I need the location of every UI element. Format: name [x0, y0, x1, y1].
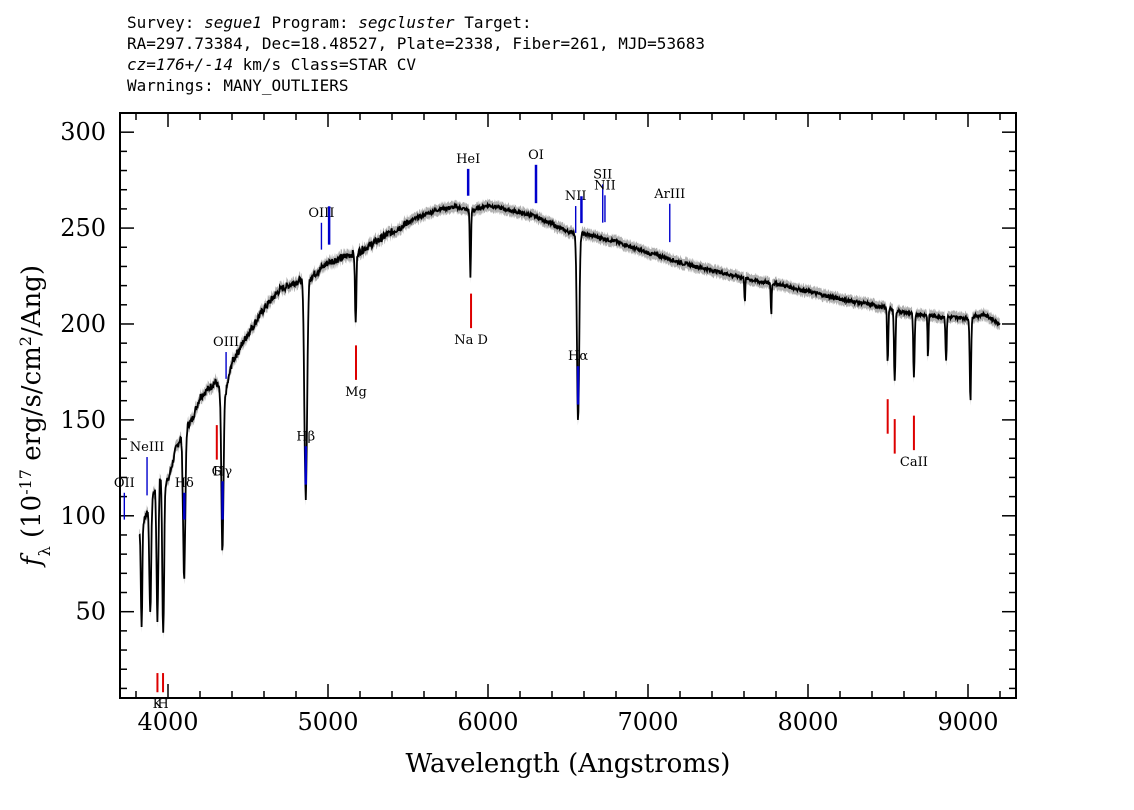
emission-line-label: NeIII	[130, 440, 164, 455]
absorption-line-label: K	[153, 697, 163, 712]
spectrum-series	[138, 201, 1001, 633]
emission-line-label: HeI	[456, 152, 480, 167]
header-cz-line: cz=176+/-14 km/s Class=STAR CV	[127, 54, 705, 75]
survey-label: Survey:	[127, 13, 195, 32]
cz-units-class: km/s Class=STAR CV	[242, 55, 416, 74]
x-tick-label: 4000	[137, 708, 198, 736]
emission-line-label: OI	[528, 148, 544, 163]
axis-ticks: 4000 5000 6000 7000 8000 9000 50 100 150 200 250 30…	[60, 113, 1016, 736]
y-tick-label: 250	[60, 214, 106, 242]
emission-line-label: OII	[114, 476, 135, 491]
x-tick-label: 6000	[457, 708, 518, 736]
absorption-line-label: G	[212, 465, 222, 480]
y-tick-label: 150	[60, 406, 106, 434]
emission-line-label: Hα	[568, 349, 588, 364]
absorption-line-label: Mg	[345, 385, 367, 400]
emission-line-label: OIII	[213, 335, 239, 350]
emission-line-label: OIII	[308, 206, 334, 221]
plot-frame	[119, 112, 1017, 699]
spectrum-header: Survey: segue1 Program: segcluster Targe…	[127, 12, 705, 96]
emission-line-label: ArIII	[653, 187, 685, 202]
absorption-line-label: H	[157, 697, 168, 712]
spectrum-line	[138, 201, 1001, 633]
header-survey-line: Survey: segue1 Program: segcluster Targe…	[127, 12, 705, 33]
x-axis-title: Wavelength (Angstroms)	[406, 749, 731, 779]
target-label: Target:	[464, 13, 532, 32]
error-band	[139, 198, 1000, 639]
x-tick-label: 5000	[297, 708, 358, 736]
y-tick-label: 50	[75, 598, 106, 626]
absorption-line-label: Na D	[454, 333, 488, 348]
x-tick-label: 9000	[937, 708, 998, 736]
cz-value: cz=176+/-14	[127, 55, 233, 74]
y-tick-label: 100	[60, 502, 106, 530]
emission-line-label: NII	[594, 178, 616, 193]
emission-line-label: Hδ	[175, 476, 194, 491]
header-warnings-line: Warnings: MANY_OUTLIERS	[127, 76, 349, 95]
emission-line-label: NII	[565, 189, 587, 204]
x-tick-label: 7000	[617, 708, 678, 736]
error-band-fill	[139, 198, 1000, 639]
x-tick-label: 8000	[777, 708, 838, 736]
emission-line-label: Hβ	[296, 429, 315, 444]
header-coords-line: RA=297.73384, Dec=18.48527, Plate=2338, …	[127, 34, 705, 53]
survey-value: segue1	[204, 13, 262, 32]
y-axis-title: fλ (10-17 erg/s/cm2/Ang)	[16, 265, 54, 568]
emission-line-label: SII	[593, 167, 612, 182]
program-label: Program:	[271, 13, 349, 32]
y-tick-label: 300	[60, 118, 106, 146]
y-tick-label: 200	[60, 310, 106, 338]
absorption-line-label: CaII	[900, 455, 928, 470]
program-value: segcluster	[358, 13, 455, 32]
emission-line-label: Hγ	[213, 464, 232, 479]
